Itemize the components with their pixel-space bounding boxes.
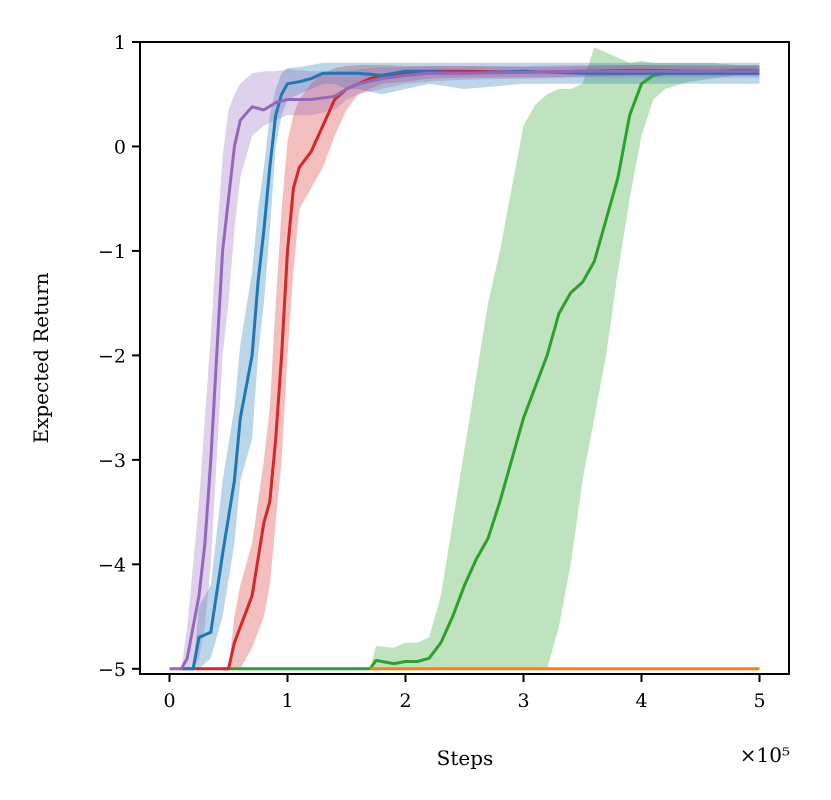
y-tick-label: 0 [114, 136, 126, 158]
series-2-band [181, 65, 760, 669]
x-tick-label: 0 [163, 690, 175, 712]
x-axis-ticks: 0 1 2 3 4 5 [163, 674, 766, 712]
y-axis-ticks: −5 −4 −3 −2 −1 0 1 [98, 32, 140, 681]
y-tick-label: −2 [98, 345, 126, 367]
series-4-line [169, 69, 760, 671]
series-0-line [222, 68, 760, 671]
y-tick-label: −3 [98, 450, 126, 472]
plot-frame [139, 41, 790, 675]
y-axis-label: Expected Return [29, 272, 53, 443]
y-tick-label: 1 [114, 32, 126, 54]
x-tick-label: 2 [399, 690, 411, 712]
series-4-band [169, 65, 760, 669]
x-tick-label: 4 [635, 690, 647, 712]
y-tick-label: −5 [98, 659, 126, 681]
x-tick-label: 5 [753, 690, 765, 712]
y-tick-label: −4 [98, 554, 126, 576]
confidence-bands [169, 47, 760, 669]
x-axis-label: Steps [437, 746, 494, 770]
series-0-band [222, 47, 760, 669]
x-axis-multiplier: ×10⁵ [740, 743, 790, 767]
y-tick-label: −1 [98, 241, 126, 263]
x-tick-label: 3 [517, 690, 529, 712]
x-tick-label: 1 [281, 690, 293, 712]
series-lines [169, 68, 760, 671]
